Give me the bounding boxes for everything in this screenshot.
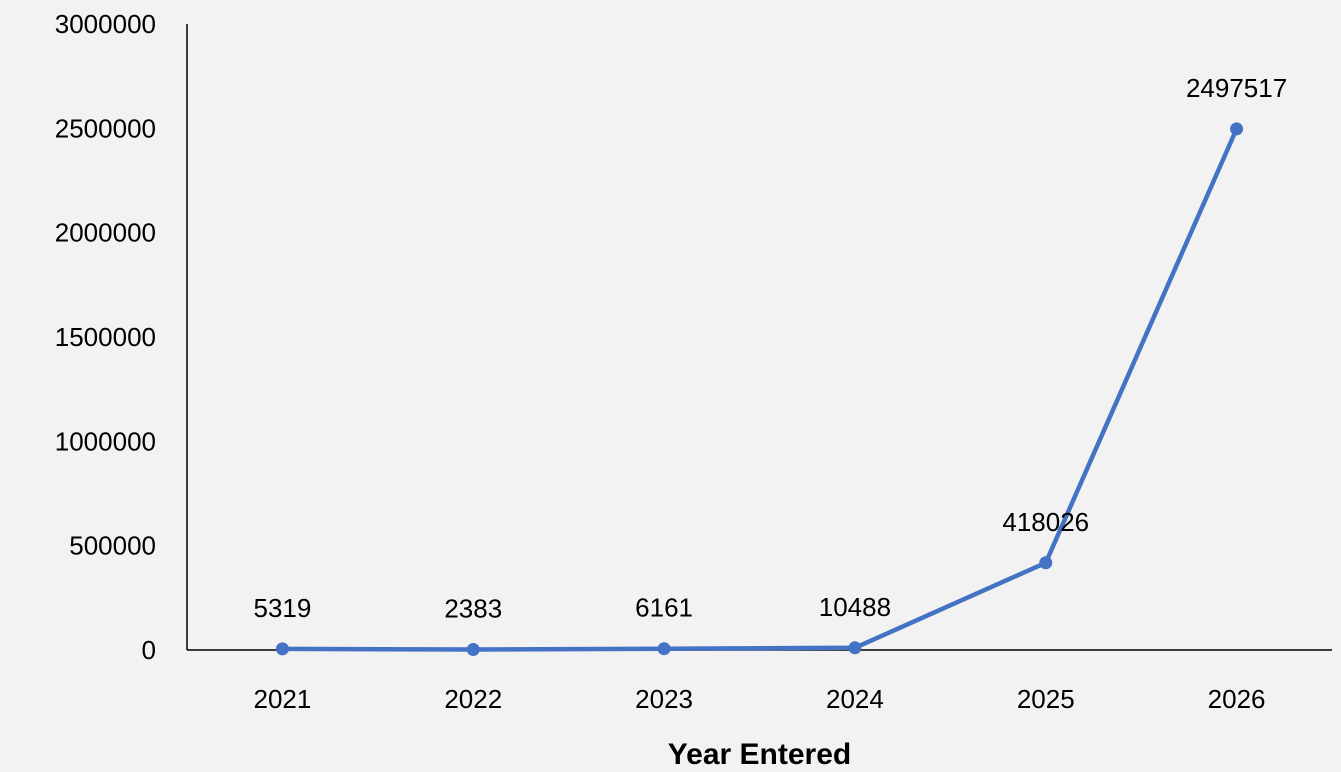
x-tick-label: 2021 — [253, 684, 311, 714]
data-label: 6161 — [635, 593, 693, 623]
data-labels: 5319 2383 6161 10488 418026 2497517 — [253, 73, 1287, 624]
data-point — [1230, 122, 1244, 136]
x-tick-label: 2024 — [826, 684, 884, 714]
x-axis: 2021 2022 2023 2024 2025 2026 — [187, 649, 1332, 714]
x-tick-label: 2026 — [1208, 684, 1266, 714]
y-tick-label: 0 — [142, 635, 156, 665]
x-tick-label: 2023 — [635, 684, 693, 714]
data-label: 2383 — [444, 594, 502, 624]
y-tick-label: 1000000 — [55, 426, 156, 456]
y-tick-label: 3000000 — [55, 9, 156, 39]
x-tick-label: 2025 — [1017, 684, 1075, 714]
x-tick-label: 2022 — [444, 684, 502, 714]
data-label: 2497517 — [1186, 73, 1287, 103]
data-point — [466, 643, 480, 657]
y-tick-label: 500000 — [69, 531, 156, 561]
data-point — [275, 642, 289, 656]
y-axis: 0 500000 1000000 1500000 2000000 2500000 30000… — [55, 9, 188, 665]
series — [275, 122, 1244, 657]
y-tick-label: 2000000 — [55, 218, 156, 248]
data-label: 5319 — [253, 593, 311, 623]
y-tick-label: 2500000 — [55, 113, 156, 143]
data-label: 418026 — [1002, 507, 1089, 537]
data-point — [1039, 556, 1053, 570]
series-line — [280, 126, 1239, 652]
data-point — [657, 642, 671, 656]
y-tick-label: 1500000 — [55, 322, 156, 352]
data-label: 10488 — [819, 592, 891, 622]
data-point — [848, 641, 862, 655]
x-axis-title: Year Entered — [668, 738, 851, 771]
